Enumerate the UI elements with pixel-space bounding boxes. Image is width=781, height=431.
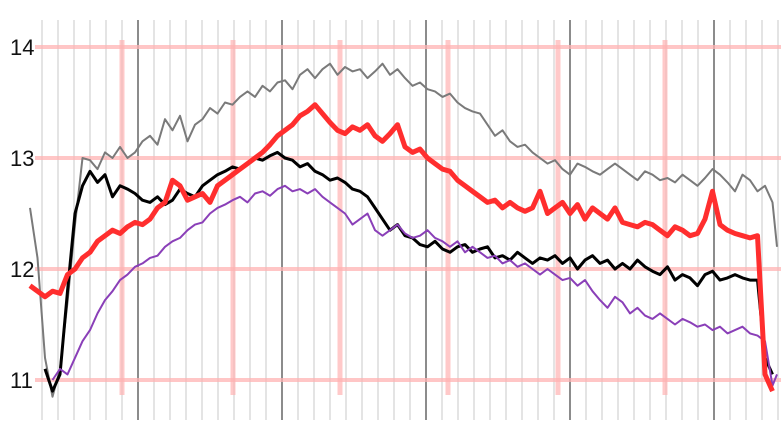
y-tick-label: 12 — [10, 257, 34, 282]
y-tick-label: 14 — [10, 35, 34, 60]
series-line-purple — [51, 184, 778, 387]
series-line-red — [28, 102, 775, 393]
major-gridlines — [35, 40, 781, 395]
minor-gridlines — [41, 20, 779, 420]
y-axis-tick-labels: 11 12 13 14 — [10, 35, 34, 393]
series-lines — [28, 62, 778, 398]
y-tick-label: 11 — [10, 368, 33, 393]
series-line-gray — [29, 62, 778, 398]
y-tick-label: 13 — [10, 146, 34, 171]
